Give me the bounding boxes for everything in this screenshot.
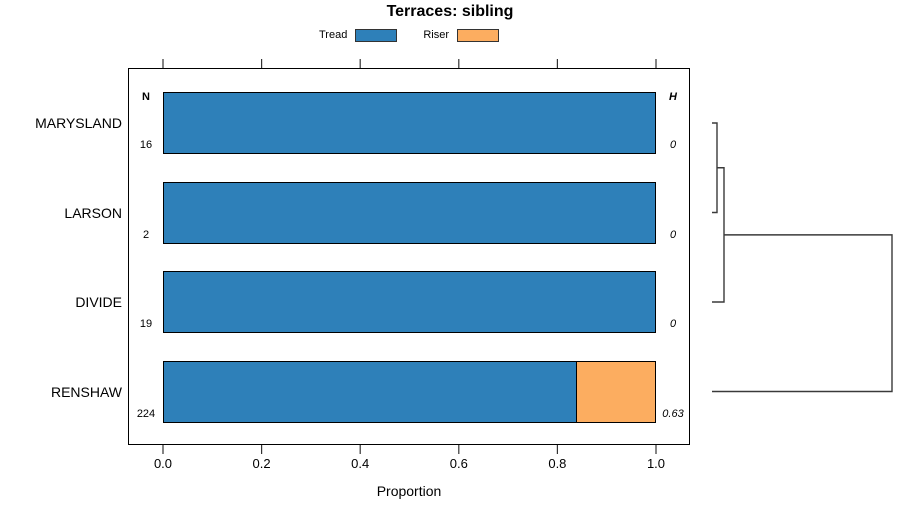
legend-item-tread: Tread xyxy=(319,28,398,42)
category-label: MARYSLAND xyxy=(35,115,122,131)
n-value: 19 xyxy=(139,318,153,330)
bar-segment-riser xyxy=(576,361,655,422)
legend-item-riser: Riser xyxy=(423,28,499,42)
h-value: 0 xyxy=(669,139,677,151)
x-tick-label: 0.0 xyxy=(153,456,173,471)
bar-segment-tread xyxy=(164,93,655,153)
x-tick-label: 1.0 xyxy=(646,456,666,471)
dendrogram-branch xyxy=(712,167,725,303)
h-column-header: H xyxy=(669,91,677,103)
n-value: 16 xyxy=(139,139,153,151)
dendrogram-branch xyxy=(712,122,718,214)
plot-box xyxy=(128,68,690,445)
n-value: 2 xyxy=(142,228,150,241)
stacked-bar xyxy=(163,360,656,423)
category-label: DIVIDE xyxy=(75,294,122,310)
x-tick-label: 0.2 xyxy=(252,456,271,471)
legend-swatch-riser xyxy=(457,28,499,42)
chart-title: Terraces: sibling xyxy=(386,3,514,20)
stacked-bar xyxy=(163,271,656,333)
h-value: 0 xyxy=(669,318,677,330)
bar-segment-tread xyxy=(164,182,655,243)
legend-label-riser: Riser xyxy=(423,29,449,41)
n-column-header: N xyxy=(142,91,150,103)
x-tick-label: 0.4 xyxy=(351,456,370,471)
legend: Tread Riser xyxy=(128,26,690,44)
legend-label-tread: Tread xyxy=(319,29,348,41)
legend-swatch-tread xyxy=(355,28,398,42)
category-label: RENSHAW xyxy=(50,383,122,400)
stacked-bar xyxy=(163,181,656,244)
dendrogram-branch xyxy=(712,234,893,393)
n-value: 224 xyxy=(136,407,156,420)
bar-segment-tread xyxy=(164,361,577,422)
x-tick-label: 0.6 xyxy=(449,456,468,471)
bar-segment-tread xyxy=(164,272,655,332)
x-tick-label: 0.8 xyxy=(548,456,567,471)
x-axis-label: Proportion xyxy=(376,483,442,499)
h-value: 0.63 xyxy=(662,407,684,420)
stacked-bar xyxy=(163,92,656,154)
h-value: 0 xyxy=(669,228,677,241)
category-label: LARSON xyxy=(64,204,122,221)
